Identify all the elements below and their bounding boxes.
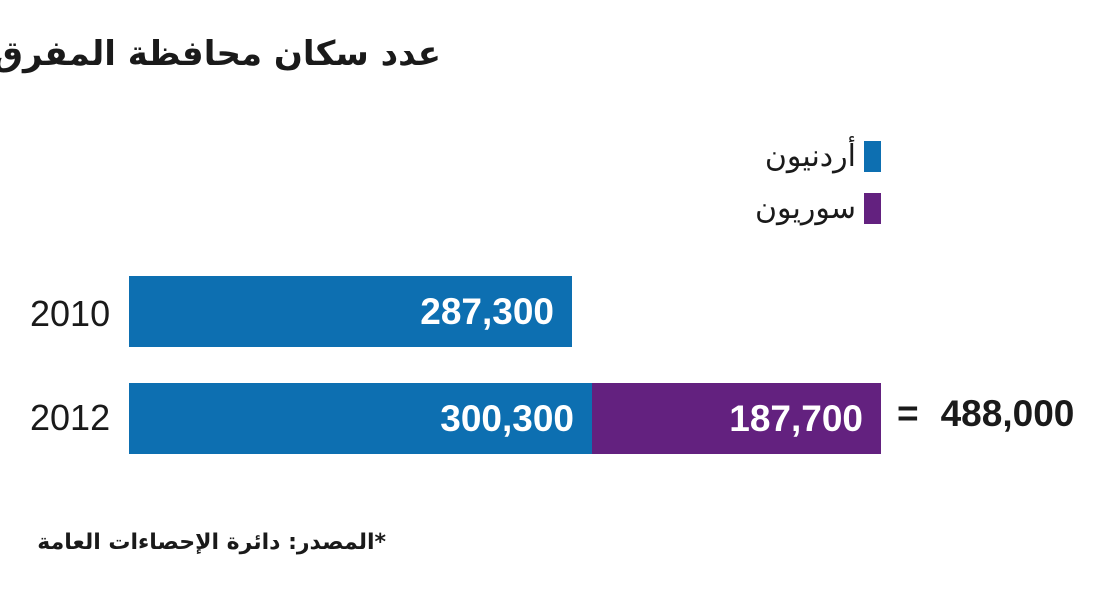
legend-label-jordanians: أردنيون: [764, 138, 856, 174]
bar-value-2012-jordanians: 300,300: [440, 397, 574, 439]
total-equals-sign: =: [897, 393, 919, 434]
total-2012: = 488,000: [897, 393, 1074, 435]
legend-item-syrians: سوريون: [755, 190, 881, 226]
chart-title: عدد سكان محافظة المفرق: [0, 34, 441, 74]
category-label-2012: 2012: [30, 397, 111, 438]
category-label-2010: 2010: [30, 293, 111, 334]
bar-2012-jordanians: 300,300: [129, 383, 592, 454]
legend-label-syrians: سوريون: [754, 190, 856, 226]
bar-value-2012-syrians: 187,700: [729, 397, 863, 439]
bar-2010-jordanians: 287,300: [129, 276, 572, 347]
total-value-2012: 488,000: [940, 393, 1075, 434]
legend: أردنيون سوريون: [755, 138, 881, 242]
legend-swatch-jordanians: [864, 140, 881, 172]
legend-item-jordanians: أردنيون: [755, 138, 881, 174]
source-note: *المصدر: دائرة الإحصاءات العامة: [37, 530, 386, 555]
bar-2012-syrians: 187,700: [592, 383, 881, 454]
legend-swatch-syrians: [864, 192, 881, 224]
bar-value-2010-jordanians: 287,300: [420, 290, 554, 332]
